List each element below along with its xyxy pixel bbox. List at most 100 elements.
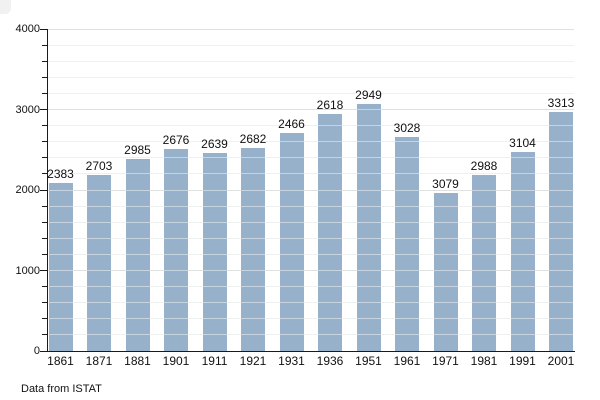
y-axis-tick: [42, 221, 47, 223]
bar: [241, 148, 265, 351]
bar: [87, 175, 111, 351]
minor-gridline: [48, 92, 574, 94]
y-axis-tick: [40, 109, 47, 110]
minor-gridline: [48, 221, 574, 223]
bar: [433, 192, 458, 351]
y-tick-label: 2000: [15, 184, 40, 196]
gridline-overlay: [48, 189, 574, 191]
bar: [318, 113, 342, 351]
gridline-overlay: [48, 302, 574, 304]
bar: [202, 152, 227, 351]
bar-value-label: 2985: [124, 143, 151, 157]
gridline-overlay: [48, 109, 574, 110]
x-tick-label: 1901: [162, 354, 190, 368]
minor-gridline: [48, 318, 574, 320]
x-tick-label: 1961: [393, 354, 421, 368]
bar-value-label: 2383: [47, 166, 74, 181]
minor-gridline: [48, 302, 574, 304]
gridline-overlay: [48, 237, 574, 239]
y-axis-tick: [40, 28, 47, 30]
minor-gridline: [48, 157, 574, 159]
y-tick-label: 0: [33, 345, 40, 357]
gridline-overlay: [48, 253, 574, 255]
minor-gridline: [48, 334, 574, 336]
y-axis-tick: [42, 286, 47, 288]
y-axis-tick: [42, 141, 47, 143]
bar: [279, 133, 304, 351]
bar: [549, 111, 573, 351]
chart-source-note: Data from ISTAT: [21, 383, 102, 395]
bar: [472, 175, 496, 351]
y-axis-tick: [42, 125, 47, 127]
x-axis-line: [46, 350, 575, 352]
x-tick-label: 1881: [124, 354, 151, 368]
y-axis-tick: [40, 270, 47, 271]
x-tick-label: 1981: [470, 354, 498, 368]
x-tick-label: 1971: [432, 354, 459, 368]
gridline-overlay: [48, 44, 574, 46]
bar-value-label: 3028: [393, 121, 421, 136]
minor-gridline: [48, 253, 574, 255]
gridline-overlay: [48, 28, 574, 30]
gridline-overlay: [48, 157, 574, 159]
gridline-overlay: [48, 92, 574, 94]
gridline-overlay: [48, 141, 574, 143]
major-gridline: [48, 189, 574, 191]
gridline-overlay: [48, 334, 574, 336]
y-axis-tick: [40, 189, 47, 191]
bar: [125, 159, 150, 351]
bar-value-label: 2682: [239, 132, 267, 147]
minor-gridline: [48, 60, 574, 62]
x-tick-label: 2001: [547, 354, 575, 368]
gridline-overlay: [48, 221, 574, 223]
minor-gridline: [48, 76, 574, 78]
x-tick-label: 1921: [239, 354, 267, 368]
y-axis-tick: [42, 92, 47, 94]
bar: [395, 137, 419, 351]
bar: [48, 182, 73, 351]
minor-gridline: [48, 44, 574, 46]
bar-value-label: 2618: [316, 97, 344, 112]
minor-gridline: [48, 205, 574, 207]
y-axis-tick: [42, 237, 47, 239]
x-tick-label: 1936: [316, 354, 344, 368]
minor-gridline: [48, 125, 574, 127]
minor-gridline: [48, 286, 574, 288]
x-tick-label: 1951: [355, 354, 382, 368]
bar: [356, 104, 381, 351]
y-axis-tick: [42, 44, 47, 46]
gridline-overlay: [48, 270, 574, 271]
minor-gridline: [48, 237, 574, 239]
gridline-overlay: [48, 60, 574, 62]
y-axis-tick: [42, 334, 47, 336]
gridline-overlay: [48, 205, 574, 207]
major-gridline: [48, 270, 574, 271]
bar-value-label: 2949: [355, 88, 382, 103]
bar-value-label: 3079: [432, 176, 459, 191]
gridline-overlay: [48, 76, 574, 78]
bar: [510, 152, 535, 351]
y-axis-tick: [42, 173, 47, 175]
y-axis-tick: [42, 76, 47, 78]
gridline-overlay: [48, 125, 574, 127]
x-tick-label: 1991: [509, 354, 536, 368]
y-axis-tick: [40, 350, 47, 352]
major-gridline: [48, 28, 574, 30]
gridline-overlay: [48, 318, 574, 320]
bar-value-label: 2703: [85, 159, 113, 174]
bar: [164, 149, 188, 351]
y-axis-tick: [42, 205, 47, 207]
y-tick-label: 4000: [15, 23, 40, 35]
bar-value-label: 2676: [162, 133, 190, 148]
bar-value-label: 2639: [201, 136, 228, 151]
y-axis-tick: [42, 60, 47, 62]
gridline-overlay: [48, 286, 574, 288]
bar-value-label: 2466: [278, 117, 305, 132]
major-gridline: [48, 109, 574, 110]
corner-artifact: [0, 0, 11, 14]
y-axis-tick: [42, 157, 47, 159]
bar-value-label: 3313: [547, 95, 575, 110]
y-axis-tick: [42, 253, 47, 255]
x-tick-label: 1861: [47, 354, 74, 368]
